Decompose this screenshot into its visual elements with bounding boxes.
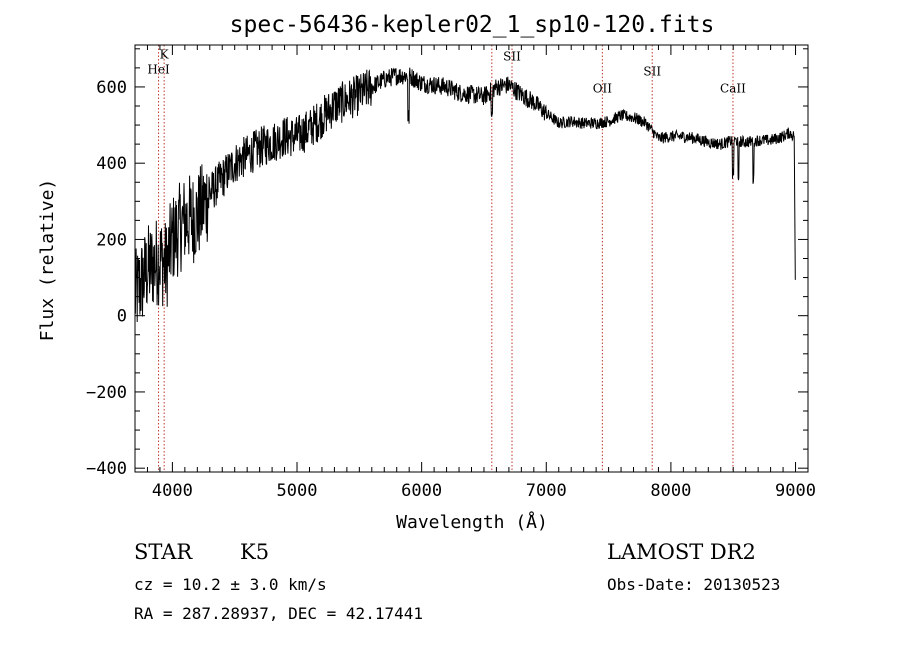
axis-ticks: 4000 5000 6000 7000 8000 9000 −400 −200 0 200 400 6… bbox=[86, 45, 816, 501]
y-axis-label: Flux (relative) bbox=[37, 179, 58, 342]
y-tick-label: 0 bbox=[117, 307, 127, 327]
object-class: STAR bbox=[134, 540, 193, 564]
spectral-subclass: K5 bbox=[240, 540, 270, 564]
x-tick-label: 8000 bbox=[650, 481, 691, 501]
line-markers: K HeI SII OII SII CaII bbox=[147, 45, 746, 472]
survey-name: LAMOST DR2 bbox=[607, 540, 756, 564]
plot-frame bbox=[134, 44, 809, 473]
y-tick-label: −400 bbox=[86, 459, 127, 479]
y-tick-label: −200 bbox=[86, 383, 127, 403]
spectrum-series bbox=[134, 67, 796, 323]
spectral-line-label: SII bbox=[503, 49, 521, 63]
spectral-line-label: CaII bbox=[720, 82, 746, 96]
spectral-line-label: OII bbox=[593, 82, 613, 96]
y-tick-label: 200 bbox=[96, 230, 127, 250]
x-axis-label: Wavelength (Å) bbox=[396, 511, 548, 533]
y-tick-label: 600 bbox=[96, 78, 127, 98]
x-tick-label: 5000 bbox=[277, 481, 318, 501]
spectral-line-label: HeI bbox=[147, 63, 170, 77]
x-tick-label: 6000 bbox=[401, 481, 442, 501]
y-tick-label: 400 bbox=[96, 154, 127, 174]
x-tick-label: 7000 bbox=[526, 481, 567, 501]
redshift-readout: cz = 10.2 ± 3.0 km/s bbox=[134, 575, 327, 594]
chart-title: spec-56436-kepler02_1_sp10-120.fits bbox=[230, 12, 715, 38]
observation-date: Obs-Date: 20130523 bbox=[607, 575, 781, 594]
spectral-line-label: SII bbox=[643, 65, 661, 79]
x-tick-label: 4000 bbox=[152, 481, 193, 501]
x-tick-label: 9000 bbox=[775, 481, 816, 501]
coordinates-readout: RA = 287.28937, DEC = 42.17441 bbox=[134, 604, 423, 623]
spectral-line-label: K bbox=[160, 47, 170, 61]
